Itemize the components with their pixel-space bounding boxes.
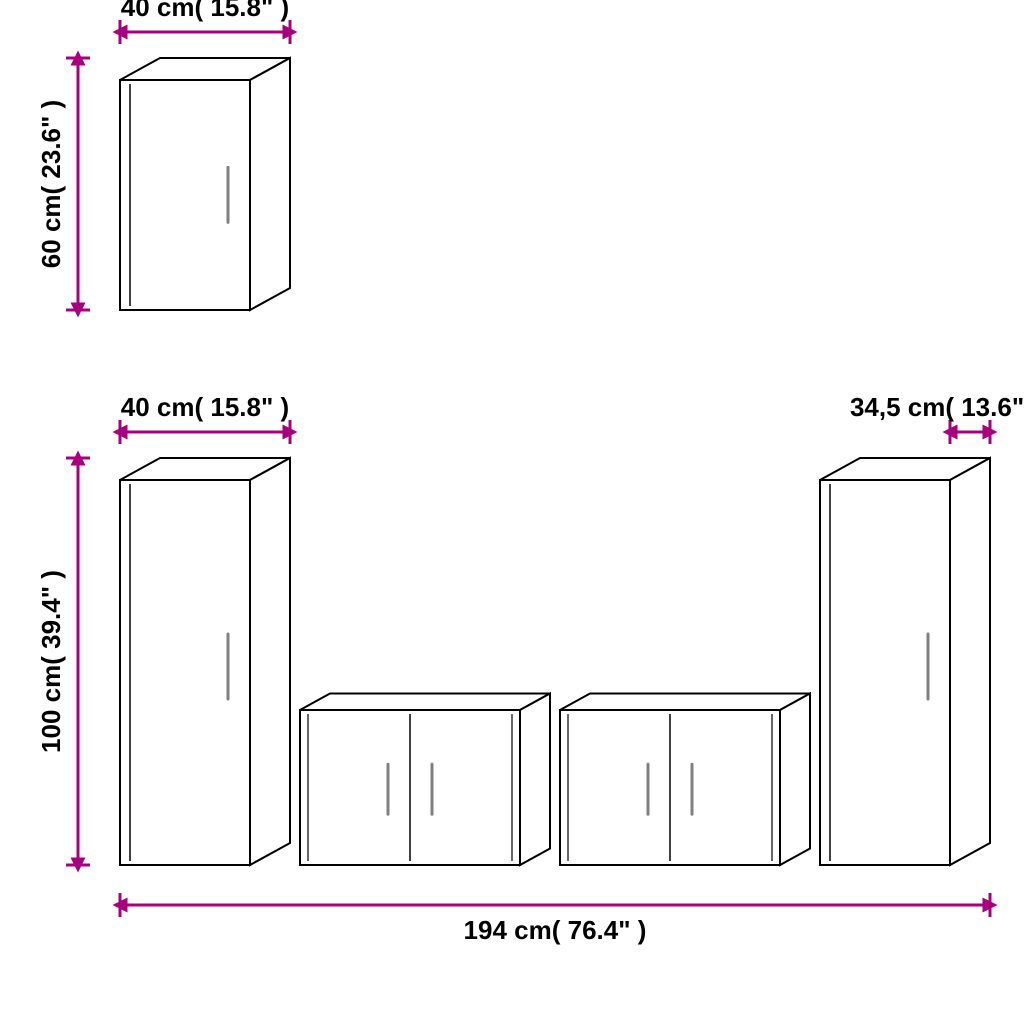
dim-lower-height-label: 100 cm( 39.4" ): [36, 570, 66, 753]
dim-upper-width-label: 40 cm( 15.8" ): [121, 0, 289, 22]
tall-cabinet-right: [820, 458, 990, 865]
tall-cabinet-left: [120, 458, 290, 865]
dim-lower-left-width: 40 cm( 15.8" ): [120, 392, 290, 444]
upper-cabinet: [120, 58, 290, 310]
dim-upper-height-label: 60 cm( 23.6" ): [36, 100, 66, 268]
dim-lower-depth: 34,5 cm( 13.6" ): [850, 392, 1024, 444]
dim-upper-height: 60 cm( 23.6" ): [36, 58, 90, 310]
dim-lower-total-width: 194 cm( 76.4" ): [120, 893, 990, 945]
dim-lower-left-width-label: 40 cm( 15.8" ): [121, 392, 289, 422]
dim-lower-total-width-label: 194 cm( 76.4" ): [464, 915, 647, 945]
dim-lower-height: 100 cm( 39.4" ): [36, 458, 90, 865]
low-unit-2: [560, 694, 810, 866]
dim-lower-depth-label: 34,5 cm( 13.6" ): [850, 392, 1024, 422]
dim-upper-width: 40 cm( 15.8" ): [120, 0, 290, 44]
low-unit-1: [300, 694, 550, 866]
dimension-diagram: 40 cm( 15.8" ) 60 cm( 23.6" ) 40 cm( 15.8"…: [0, 0, 1024, 1024]
